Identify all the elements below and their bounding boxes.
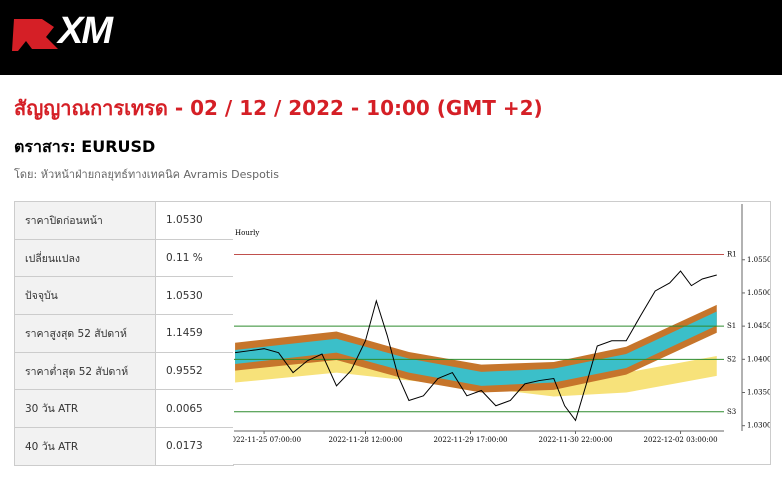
logo[interactable]: XM	[58, 10, 113, 52]
table-row: 30 วัน ATR 0.0065	[14, 389, 234, 429]
y-tick-label: 1.0450	[747, 322, 771, 330]
cell-label: ปัจจุบัน	[14, 276, 156, 316]
table-row: เปลี่ยนแปลง 0.11 %	[14, 238, 234, 278]
x-tick-label: 2022-11-25 07:00:00	[233, 436, 301, 444]
y-tick-label: 1.0550	[747, 256, 771, 264]
cell-label: 40 วัน ATR	[14, 427, 156, 466]
instrument: ตราสาร: EURUSD	[14, 137, 156, 156]
x-tick-label: 2022-11-28 12:00:00	[328, 436, 402, 444]
cell-value: 0.0173	[155, 427, 234, 466]
table-row: ราคาต่ำสุด 52 สัปดาห์ 0.9552	[14, 351, 234, 391]
cell-label: เปลี่ยนแปลง	[14, 238, 156, 278]
level-label: S2	[727, 355, 736, 363]
y-tick-label: 1.0350	[747, 389, 771, 397]
logo-icon	[12, 19, 58, 51]
y-tick-label: 1.0400	[747, 355, 771, 363]
author: โดย: หัวหน้าฝ่ายกลยุทธ์ทางเทคนิค Avramis…	[14, 168, 279, 181]
cell-label: ราคาสูงสุด 52 สัปดาห์	[14, 314, 156, 353]
y-tick-label: 1.0500	[747, 289, 771, 297]
stats-table: ราคาปิดก่อนหน้า 1.0530 เปลี่ยนแปลง 0.11 % ปั…	[14, 201, 234, 466]
band	[235, 311, 717, 386]
level-label: S3	[727, 408, 736, 416]
header: XM	[0, 0, 782, 75]
price-line	[235, 270, 717, 422]
x-tick-label: 2022-11-29 17:00:00	[433, 436, 507, 444]
x-tick-label: 2022-11-30 22:00:00	[538, 436, 612, 444]
cell-value: 1.1459	[155, 314, 234, 353]
level-label: R1	[727, 250, 737, 258]
cell-label: 30 วัน ATR	[14, 389, 156, 429]
page-title: สัญญาณการเทรด - 02 / 12 / 2022 - 10:00 (…	[14, 96, 543, 120]
chart: Hourly R1 S1 S2 S3 1.0300 1.0350 1.0400 1.0450 1…	[233, 201, 771, 465]
cell-value: 1.0530	[155, 201, 234, 240]
table-row: ราคาปิดก่อนหน้า 1.0530	[14, 201, 234, 240]
chart-subtitle: Hourly	[235, 229, 259, 237]
cell-label: ราคาต่ำสุด 52 สัปดาห์	[14, 351, 156, 391]
level-label: S1	[727, 322, 736, 330]
x-tick-label: 2022-12-02 03:00:00	[644, 436, 718, 444]
table-row: 40 วัน ATR 0.0173	[14, 427, 234, 466]
y-tick-label: 1.0300	[747, 422, 771, 430]
table-row: ปัจจุบัน 1.0530	[14, 276, 234, 316]
table-row: ราคาสูงสุด 52 สัปดาห์ 1.1459	[14, 314, 234, 353]
cell-value: 1.0530	[155, 276, 234, 316]
cell-value: 0.0065	[155, 389, 234, 429]
cell-value: 0.11 %	[155, 238, 234, 278]
cell-label: ราคาปิดก่อนหน้า	[14, 201, 156, 240]
cell-value: 0.9552	[155, 351, 234, 391]
